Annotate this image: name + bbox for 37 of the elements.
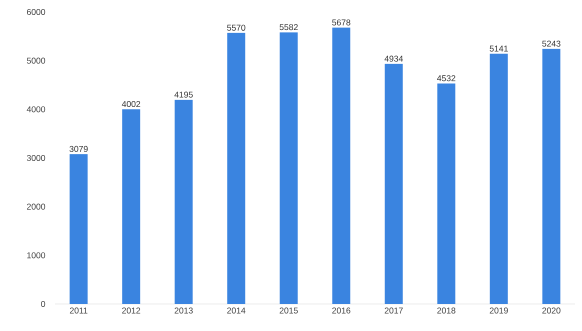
y-tick-label: 6000 <box>27 8 46 15</box>
data-label: 4195 <box>174 92 193 98</box>
y-tick-label: 3000 <box>26 154 46 161</box>
bar <box>174 100 193 304</box>
x-tick-label: 2015 <box>280 308 298 314</box>
data-label: 4002 <box>122 101 140 108</box>
data-label: 5678 <box>332 19 350 26</box>
data-label: 5243 <box>542 40 560 47</box>
y-tick-label: 1000 <box>27 252 46 258</box>
bar <box>70 154 88 304</box>
x-tick-label: 2012 <box>122 308 140 314</box>
data-label: 4934 <box>384 56 403 62</box>
x-tick-label: 2011 <box>70 308 88 314</box>
data-label: 5582 <box>280 24 298 30</box>
data-label: 4532 <box>437 75 456 82</box>
x-tick-label: 2019 <box>490 308 508 314</box>
x-tick-label: 2018 <box>437 308 456 314</box>
y-tick-label: 5000 <box>26 58 46 64</box>
y-tick-label: 4000 <box>26 106 46 112</box>
bar <box>384 64 403 304</box>
x-tick-label: 2014 <box>227 308 246 314</box>
bar <box>227 32 246 304</box>
y-tick-label: 2000 <box>26 204 46 210</box>
data-label: 5141 <box>490 46 508 52</box>
x-tick-label: 2016 <box>332 308 350 314</box>
x-tick-label: 2017 <box>384 308 403 314</box>
bar <box>332 28 350 304</box>
bar <box>490 54 508 304</box>
bar <box>542 48 560 304</box>
y-tick-label: 0 <box>41 300 46 307</box>
bar <box>437 83 456 304</box>
x-tick-label: 2013 <box>174 308 193 314</box>
data-label: 3079 <box>70 146 88 152</box>
x-tick-label: 2020 <box>542 308 560 314</box>
bar <box>122 109 140 304</box>
bar <box>280 32 298 304</box>
data-label: 5570 <box>227 24 246 31</box>
